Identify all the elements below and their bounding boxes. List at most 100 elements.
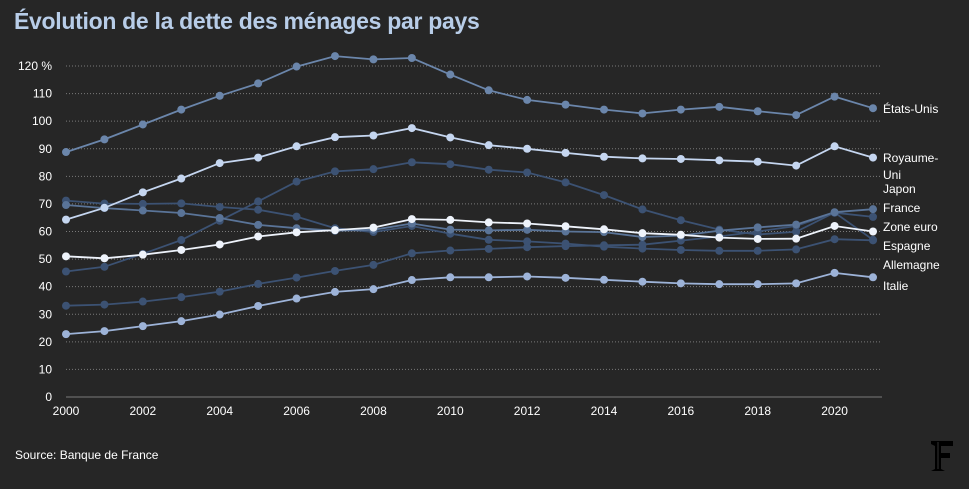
data-point [331, 133, 339, 142]
data-point [792, 111, 801, 120]
data-point [369, 223, 378, 232]
data-point [254, 220, 263, 229]
y-tick-label: 10 [39, 362, 53, 376]
x-tick-label: 2010 [437, 404, 464, 418]
y-tick-label: 0 [45, 390, 52, 404]
x-tick-label: 2008 [360, 404, 387, 418]
x-tick-label: 2018 [744, 404, 771, 418]
series-label: France [883, 201, 921, 215]
y-tick-label: 80 [39, 169, 53, 183]
series-label: Uni [883, 168, 901, 182]
data-point [138, 188, 147, 197]
data-point [638, 205, 647, 214]
data-point [830, 268, 839, 277]
data-point [753, 157, 762, 166]
data-point [254, 279, 263, 288]
data-point [869, 227, 877, 236]
data-point [215, 91, 224, 100]
data-point [484, 226, 493, 235]
data-point [484, 218, 493, 227]
data-point [177, 199, 186, 208]
data-point [62, 201, 70, 210]
data-point [254, 153, 263, 162]
series-label: Italie [883, 279, 909, 293]
data-point [292, 294, 301, 303]
data-point [523, 237, 532, 246]
series-line-0 [65, 161, 874, 273]
data-point [484, 244, 493, 253]
series-label: Allemagne [883, 258, 940, 272]
data-point [484, 235, 493, 244]
data-point [830, 208, 839, 217]
data-point [407, 215, 416, 224]
data-point [830, 221, 839, 230]
data-point [100, 262, 109, 271]
y-tick-label: 20 [39, 335, 53, 349]
data-point [869, 236, 877, 245]
data-point [484, 86, 493, 95]
data-point [446, 273, 455, 282]
data-point [177, 236, 186, 245]
data-point [292, 273, 301, 282]
data-point [523, 225, 532, 234]
data-point [446, 133, 455, 142]
series-label: Zone euro [883, 220, 938, 234]
data-point [254, 301, 263, 310]
data-point [177, 317, 186, 326]
data-point [100, 327, 109, 336]
data-point [638, 229, 647, 238]
series-line-6 [65, 127, 874, 221]
data-point [561, 273, 570, 282]
data-point [177, 105, 186, 114]
data-point [676, 154, 685, 163]
data-point [369, 285, 378, 294]
data-point [292, 142, 301, 151]
data-point [369, 131, 378, 140]
y-tick-label: 40 [39, 280, 53, 294]
data-point [369, 55, 378, 64]
x-tick-label: 2020 [821, 404, 848, 418]
data-point [715, 156, 724, 165]
data-point [331, 287, 339, 296]
series-line-7 [65, 218, 874, 260]
data-point [62, 148, 70, 157]
data-point [638, 109, 647, 118]
data-point [715, 233, 724, 242]
y-tick-label: 120 % [18, 59, 52, 73]
data-point [215, 202, 224, 211]
chart-title: Évolution de la dette des ménages par pa… [14, 8, 480, 34]
data-point [792, 161, 801, 170]
data-point [446, 215, 455, 224]
series-line-2 [65, 211, 874, 307]
data-point [715, 280, 724, 289]
data-point [331, 226, 339, 235]
data-point [600, 152, 608, 161]
series-lines [65, 55, 874, 335]
data-point [407, 276, 416, 285]
data-point [215, 310, 224, 319]
data-point [676, 279, 685, 288]
x-tick-label: 2000 [53, 404, 80, 418]
data-point [869, 153, 877, 162]
data-point [407, 249, 416, 258]
y-tick-label: 100 [32, 114, 52, 128]
data-point [138, 322, 147, 331]
data-point [792, 279, 801, 288]
data-point [676, 245, 685, 254]
series-label: Royaume- [883, 151, 938, 165]
x-axis-ticks: 2000 2002 2004 2006 2008 2010 2012 2014 2016 2018… [53, 404, 849, 418]
data-point [869, 104, 877, 113]
data-point [715, 246, 724, 255]
data-point [369, 165, 378, 174]
data-point [331, 167, 339, 176]
data-point [407, 54, 416, 63]
data-point [62, 252, 70, 261]
data-point [561, 242, 570, 251]
data-point [215, 240, 224, 249]
x-tick-label: 2004 [206, 404, 233, 418]
data-point [177, 174, 186, 183]
data-point [62, 330, 70, 339]
data-point [830, 142, 839, 151]
data-point [600, 225, 608, 234]
data-point [62, 215, 70, 224]
